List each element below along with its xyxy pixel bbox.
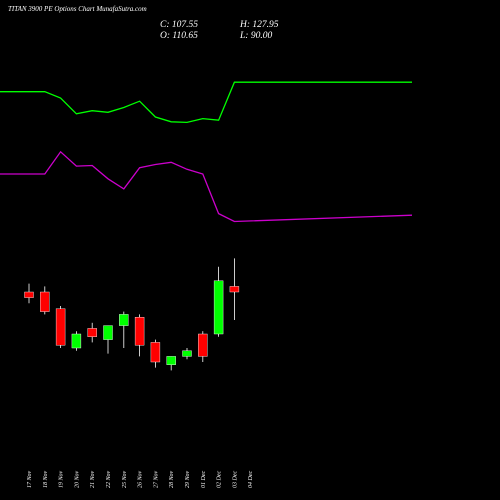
candles [24,258,240,371]
candle [119,311,129,348]
candle-body [103,325,113,340]
candle-body [213,280,224,335]
upper-band-line [0,81,412,124]
x-tick-label: 17 Nov [27,470,33,488]
candle [40,286,50,315]
x-tick-label: 04 Dec [247,471,254,488]
x-tick-label: 21 Nov [90,470,96,488]
x-tick-label: 18 Nov [43,470,49,488]
candle-body [87,328,97,337]
candle [87,322,97,343]
candle-body [71,333,82,349]
candle-body [119,314,129,326]
candle [198,331,208,362]
candle [134,314,145,357]
lower-band-line [0,150,413,223]
candle [71,331,82,351]
candle [229,258,240,320]
x-tick-label: 02 Dec [217,471,223,488]
x-tick-label: 19 Nov [59,470,65,488]
candle [55,306,66,348]
x-tick-label: 20 Nov [74,470,80,488]
candle-body [150,342,161,363]
band-lines [0,81,413,223]
candle [213,266,224,337]
candle-body [198,333,208,357]
candle [182,348,192,360]
candle [103,325,113,354]
chart-title: TITAN 3900 PE Options Chart MunafaSutra.… [8,5,147,13]
candle-body [229,286,240,293]
x-tick-label: 22 Nov [106,470,112,488]
x-tick-label: 25 Nov [122,470,128,488]
candle-body [134,317,145,346]
x-axis-labels: 17 Nov 18 Nov 19 Nov 20 Nov 21 Nov 22 Nov 25 N… [27,470,254,488]
x-tick-label: 27 Nov [153,470,159,488]
x-tick-label: 01 Dec [201,471,207,488]
open-value: O: 110.65 [160,31,198,41]
low-value: L: 90.00 [239,31,272,41]
candle [150,339,161,368]
x-tick-label: 29 Nov [185,470,191,488]
candle-body [40,291,50,312]
candle-body [24,291,34,298]
candle-body [55,308,66,346]
candle [24,283,34,304]
candle-body [166,356,176,365]
close-value: C: 107.55 [160,20,198,30]
candle-body [182,350,192,357]
x-tick-label: 28 Nov [169,470,175,488]
x-tick-label: 03 Dec [232,471,238,488]
candle [166,356,176,371]
x-tick-label: 26 Nov [138,470,144,488]
high-value: H: 127.95 [239,20,279,30]
